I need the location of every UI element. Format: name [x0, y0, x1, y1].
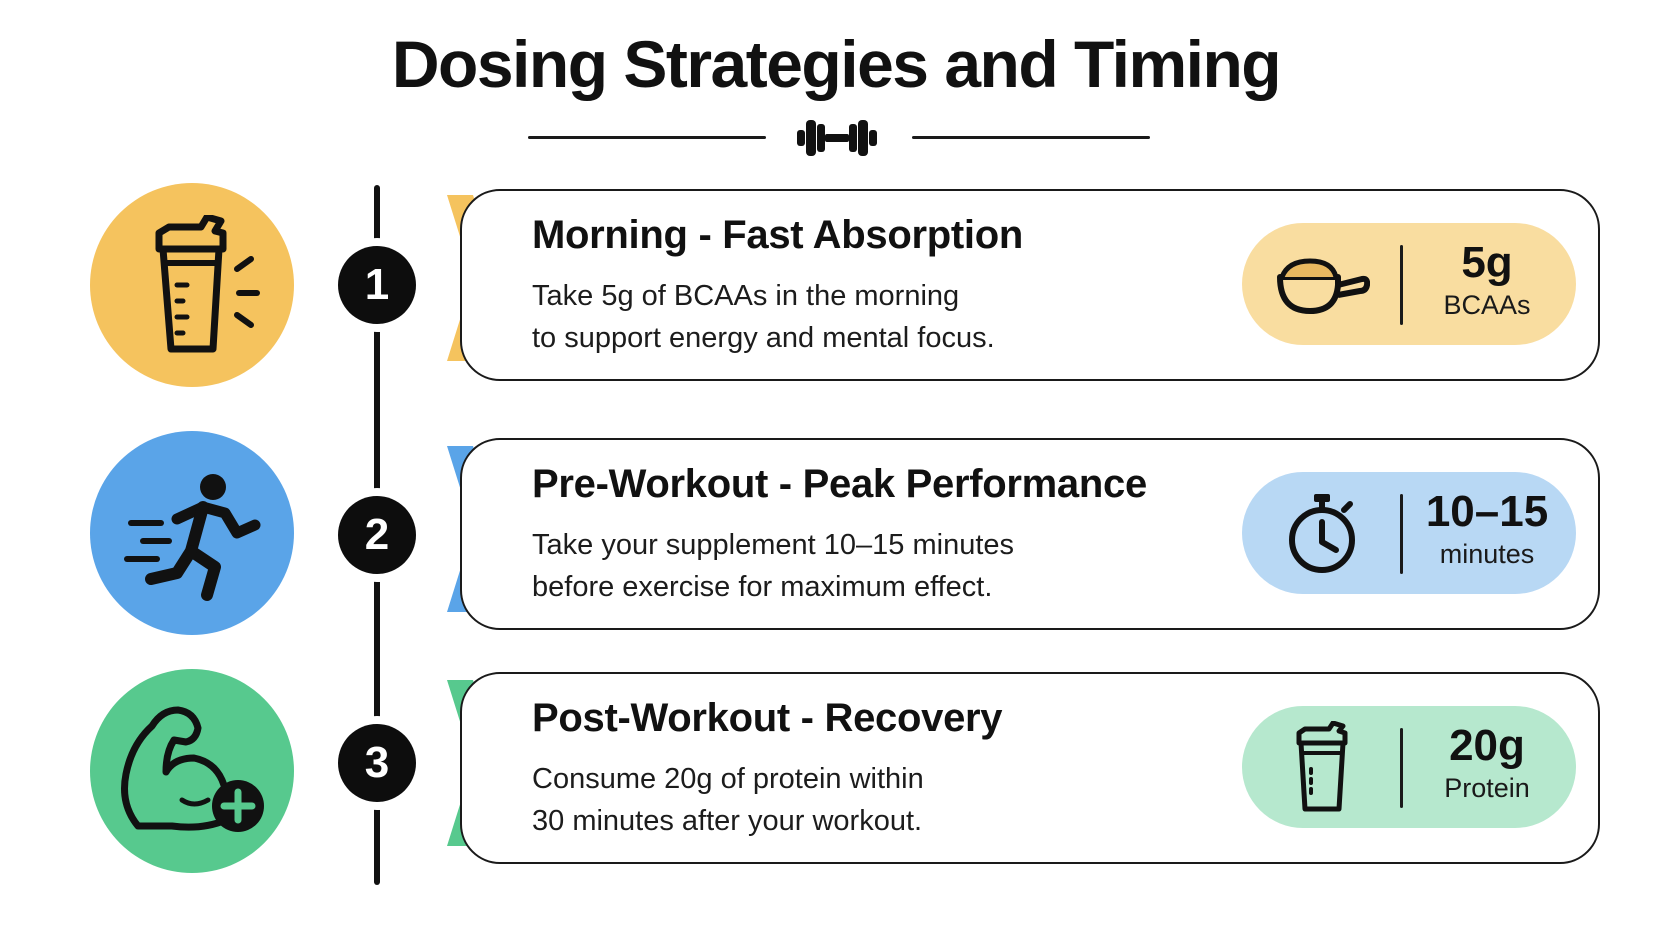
badge-unit: BCAAs	[1443, 290, 1531, 320]
step-morning: 1 Morning - Fast Absorption Take 5g of B…	[0, 183, 1672, 387]
runner-icon	[124, 474, 261, 601]
step-number-1: 1	[338, 246, 416, 324]
step-description-line: Take your supplement 10–15 minutes	[532, 529, 1015, 561]
step-title: Morning - Fast Absorption	[532, 213, 1023, 257]
scoop-icon	[1277, 258, 1370, 314]
divider-line-right	[912, 136, 1150, 139]
step-2-icon-circle	[90, 431, 294, 635]
title-divider	[0, 108, 1672, 168]
step-description-line: 30 minutes after your workout.	[532, 805, 923, 837]
dose-badge: 10–15 minutes	[1242, 472, 1576, 594]
step-description-line: to support energy and mental focus.	[532, 322, 995, 354]
step-description-line: before exercise for maximum effect.	[532, 571, 993, 603]
badge-icon-wrap	[1274, 245, 1370, 323]
badge-separator	[1400, 245, 1403, 325]
dumbbell-icon	[797, 120, 877, 156]
page-title: Dosing Strategies and Timing	[391, 27, 1282, 101]
dose-badge: 5g BCAAs	[1242, 223, 1576, 345]
badge-value: 10–15	[1425, 487, 1549, 536]
badge-text: 5g BCAAs	[1412, 237, 1562, 321]
step-1-icon-circle	[90, 183, 294, 387]
badge-icon-wrap	[1274, 721, 1370, 812]
step-description: Take your supplement 10–15 minutes befor…	[532, 524, 1172, 608]
step-description-line: Consume 20g of protein within	[532, 763, 924, 795]
badge-value: 5g	[1461, 238, 1513, 287]
step-number-3: 3	[338, 724, 416, 802]
step-card-2: Pre-Workout - Peak Performance Take your…	[460, 438, 1600, 630]
stopwatch-icon	[1289, 494, 1355, 573]
shaker-bottle-icon	[155, 215, 260, 353]
flexed-arm-plus-icon	[121, 706, 264, 832]
step-card-1: Morning - Fast Absorption Take 5g of BCA…	[460, 189, 1600, 381]
step-description: Take 5g of BCAAs in the morning to suppo…	[532, 275, 1172, 359]
shaker-bottle-icon	[1296, 721, 1348, 812]
badge-text: 20g Protein	[1412, 720, 1562, 804]
step-3-icon-circle	[90, 669, 294, 873]
badge-value: 20g	[1449, 721, 1525, 770]
step-title: Pre-Workout - Peak Performance	[532, 462, 1147, 506]
step-post-workout: 3 Post-Workout - Recovery Consume 20g of…	[0, 669, 1672, 873]
step-number-2: 2	[338, 496, 416, 574]
badge-separator	[1400, 494, 1403, 574]
divider-line-left	[528, 136, 766, 139]
badge-icon-wrap	[1274, 494, 1370, 573]
badge-separator	[1400, 728, 1403, 808]
step-description-line: Take 5g of BCAAs in the morning	[532, 280, 960, 312]
step-pre-workout: 2 Pre-Workout - Peak Performance Take yo…	[0, 428, 1672, 635]
badge-text: 10–15 minutes	[1412, 486, 1562, 570]
badge-unit: minutes	[1439, 539, 1535, 569]
dose-badge: 20g Protein	[1242, 706, 1576, 828]
badge-unit: Protein	[1444, 773, 1530, 803]
step-title: Post-Workout - Recovery	[532, 696, 1003, 740]
step-card-3: Post-Workout - Recovery Consume 20g of p…	[460, 672, 1600, 864]
step-description: Consume 20g of protein within 30 minutes…	[532, 758, 1172, 842]
